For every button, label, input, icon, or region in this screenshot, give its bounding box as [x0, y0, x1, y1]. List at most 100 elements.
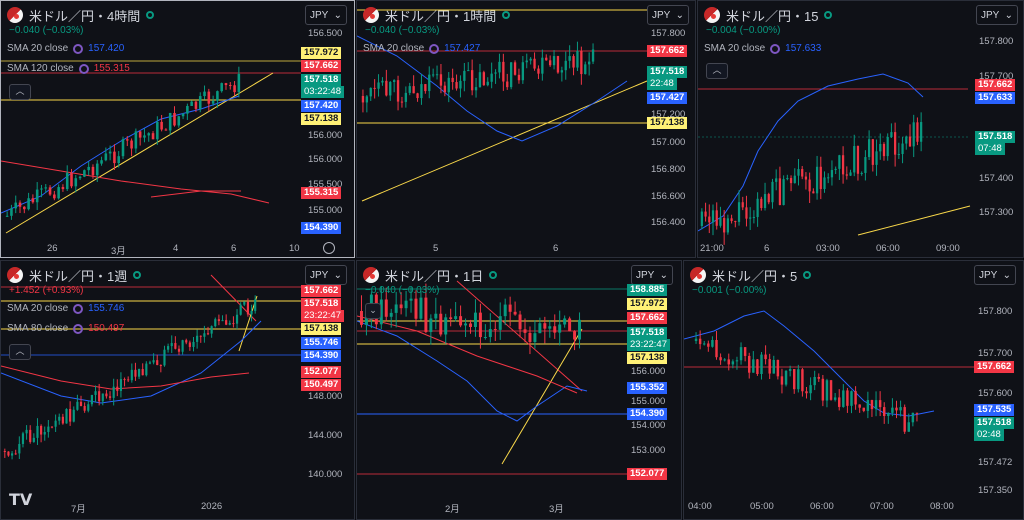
- candle-body: [414, 298, 418, 319]
- chart-panel-1h[interactable]: 米ドル／円・1時間 −0.040 (−0.03%) SMA 20 close 15…: [356, 0, 696, 258]
- candle-body: [40, 425, 43, 435]
- candle-body: [508, 304, 512, 312]
- candle-body: [113, 151, 116, 164]
- price-tag-last: 157.518: [975, 131, 1016, 143]
- candle-body: [429, 318, 433, 332]
- candle-body: [14, 202, 18, 209]
- candle-body: [813, 376, 816, 386]
- chart-header: 米ドル／円・15: [704, 5, 833, 25]
- candle-body: [199, 335, 202, 337]
- candle-body: [912, 122, 915, 147]
- candle-body: [29, 429, 32, 442]
- candle-body: [377, 82, 380, 89]
- chart-panel-15m[interactable]: 米ドル／円・15 −0.004 (−0.00%) SMA 20 close 157…: [697, 0, 1024, 258]
- candle-body: [883, 407, 886, 417]
- indicator-settings-icon[interactable]: [73, 323, 84, 334]
- indicator-settings-icon[interactable]: [73, 43, 84, 54]
- price-tick: 148.000: [308, 391, 343, 402]
- currency-select[interactable]: JPY ⌄: [974, 265, 1016, 285]
- indicator-sma20[interactable]: SMA 20 close 155.746: [7, 303, 125, 314]
- candle-body: [392, 80, 396, 82]
- candle-body: [186, 105, 189, 114]
- price-tag-line: 157.138: [301, 323, 342, 335]
- candle-body: [108, 151, 112, 154]
- currency-select[interactable]: JPY ⌄: [976, 5, 1018, 25]
- indicator-settings-icon[interactable]: [78, 63, 89, 74]
- candle-body: [745, 207, 748, 219]
- collapse-indicators-button[interactable]: ︿: [9, 344, 31, 360]
- candle-body: [821, 378, 825, 401]
- candle-body: [104, 153, 108, 161]
- candle-body: [239, 304, 242, 315]
- candle-body: [700, 211, 703, 226]
- candle-body: [254, 299, 257, 311]
- candle-body: [216, 91, 219, 101]
- candle-body: [763, 194, 767, 208]
- price-tag-high: 157.662: [647, 45, 688, 57]
- currency-select[interactable]: JPY ⌄: [305, 265, 347, 285]
- collapse-indicators-button[interactable]: ︿: [9, 84, 31, 100]
- indicator-settings-icon[interactable]: [73, 303, 84, 314]
- candle-body: [464, 323, 468, 326]
- candle-body: [805, 391, 808, 394]
- candle-body: [871, 139, 874, 165]
- candle-body: [874, 400, 878, 410]
- candle-body: [3, 451, 6, 452]
- candle-body: [123, 379, 126, 381]
- chart-panel-5m[interactable]: 米ドル／円・5 −0.001 (−0.00%) JPY ⌄ 157.800 157…: [683, 260, 1024, 520]
- candle-body: [424, 297, 428, 332]
- candle-body: [87, 166, 90, 171]
- candle-body: [845, 174, 848, 176]
- collapse-indicators-button[interactable]: ⌄: [365, 303, 381, 319]
- currency-select[interactable]: JPY ⌄: [631, 265, 673, 285]
- candle-body: [83, 170, 86, 177]
- candle-body: [903, 407, 906, 432]
- price-tag-high: 157.662: [974, 361, 1015, 373]
- time-tick: 10: [289, 243, 300, 254]
- candle-body: [444, 317, 448, 335]
- candle-body: [237, 73, 241, 93]
- indicator-settings-icon[interactable]: [770, 43, 781, 54]
- candle-body: [470, 70, 474, 91]
- candle-body: [703, 343, 706, 345]
- symbol-title[interactable]: 米ドル／円・1週: [29, 268, 128, 284]
- candle-body: [698, 338, 702, 345]
- candle-body: [31, 198, 35, 203]
- currency-select[interactable]: JPY ⌄: [647, 5, 689, 25]
- candle-body: [580, 51, 583, 75]
- currency-select[interactable]: JPY ⌄: [305, 5, 347, 25]
- indicator-sma20[interactable]: SMA 20 close 157.633: [704, 43, 822, 54]
- candle-body: [130, 369, 133, 381]
- candle-body: [509, 62, 513, 88]
- indicator-sma80[interactable]: SMA 80 close 150.497: [7, 323, 125, 334]
- chart-panel-1w[interactable]: 米ドル／円・1週 +1.452 (+0.93%) SMA 20 close 155…: [0, 260, 355, 520]
- candle-body: [36, 425, 39, 438]
- candle-body: [79, 401, 83, 407]
- candle-body: [396, 80, 400, 102]
- symbol-title[interactable]: 米ドル／円・1時間: [385, 8, 497, 24]
- indicator-sma20[interactable]: SMA 20 close 157.427: [363, 43, 481, 54]
- symbol-title[interactable]: 米ドル／円・5: [712, 268, 798, 284]
- chart-panel-1d[interactable]: 米ドル／円・1日 −0.040 (−0.03%) ⌄ JPY ⌄ 158.885 …: [356, 260, 682, 520]
- candle-body: [365, 96, 369, 103]
- price-tick: 157.000: [651, 137, 686, 148]
- symbol-title[interactable]: 米ドル／円・1日: [385, 268, 484, 284]
- collapse-indicators-button[interactable]: ︿: [706, 63, 728, 79]
- symbol-title[interactable]: 米ドル／円・15: [726, 8, 819, 24]
- candle-body: [159, 365, 162, 367]
- gear-icon[interactable]: [323, 242, 335, 254]
- candle-body: [556, 56, 560, 73]
- candle-body: [584, 64, 587, 75]
- price-tag-last: 157.518: [627, 327, 668, 339]
- chart-panel-4h[interactable]: 米ドル／円・4時間 −0.040 (−0.03%) SMA 20 close 15…: [0, 0, 355, 258]
- candles-1h: [357, 9, 648, 202]
- symbol-title[interactable]: 米ドル／円・4時間: [29, 8, 141, 24]
- candle-body: [196, 335, 199, 342]
- indicator-settings-icon[interactable]: [429, 43, 440, 54]
- candle-body: [834, 168, 837, 171]
- candle-body: [459, 80, 462, 89]
- candle-body: [447, 77, 450, 93]
- indicator-sma20[interactable]: SMA 20 close 157.420: [7, 43, 125, 54]
- indicator-sma120[interactable]: SMA 120 close 155.315: [7, 63, 130, 74]
- time-tick: 05:00: [750, 501, 774, 512]
